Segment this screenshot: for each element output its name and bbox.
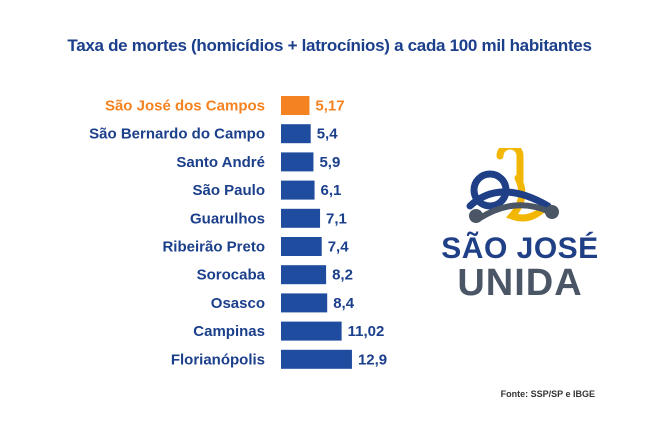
value-label: 7,4 <box>328 239 350 256</box>
value-label: 6,1 <box>321 182 342 199</box>
bar <box>281 96 310 115</box>
bar <box>281 349 352 369</box>
logo-text-line1: SÃO JOSÉ <box>441 232 599 265</box>
bar <box>281 293 328 313</box>
category-label: Campinas <box>193 323 265 340</box>
category-label: São José dos Campos <box>105 98 265 115</box>
value-label: 7,1 <box>326 210 347 227</box>
value-label: 8,4 <box>333 295 355 312</box>
category-label: Florianópolis <box>171 351 265 368</box>
sao-jose-unida-logo-icon <box>466 142 559 223</box>
category-label: Sorocaba <box>197 267 266 284</box>
bar <box>281 208 321 228</box>
value-label: 12,9 <box>358 351 387 368</box>
category-label: Guarulhos <box>190 210 265 227</box>
value-label: 5,4 <box>317 126 339 143</box>
category-label: Santo André <box>176 154 265 171</box>
category-label: Ribeirão Preto <box>162 239 265 256</box>
source-note: Fonte: SSP/SP e IBGE <box>500 389 595 399</box>
bar <box>281 180 315 200</box>
category-label: São Bernardo do Campo <box>89 126 265 143</box>
category-label: São Paulo <box>192 182 265 199</box>
bar <box>281 321 342 341</box>
value-label: 5,17 <box>315 98 344 115</box>
bar <box>281 237 322 256</box>
category-label: Osasco <box>211 295 265 312</box>
chart-title: Taxa de mortes (homicídios + latrocínios… <box>67 36 592 55</box>
bar <box>281 152 314 172</box>
sao-jose-unida-logo: SÃO JOSÉ UNIDA <box>430 142 610 308</box>
value-label: 5,9 <box>319 154 340 171</box>
bar <box>281 265 327 285</box>
logo-text-line2: UNIDA <box>457 262 583 304</box>
value-label: 8,2 <box>332 267 353 284</box>
value-label: 11,02 <box>348 323 385 340</box>
bar <box>281 124 311 144</box>
